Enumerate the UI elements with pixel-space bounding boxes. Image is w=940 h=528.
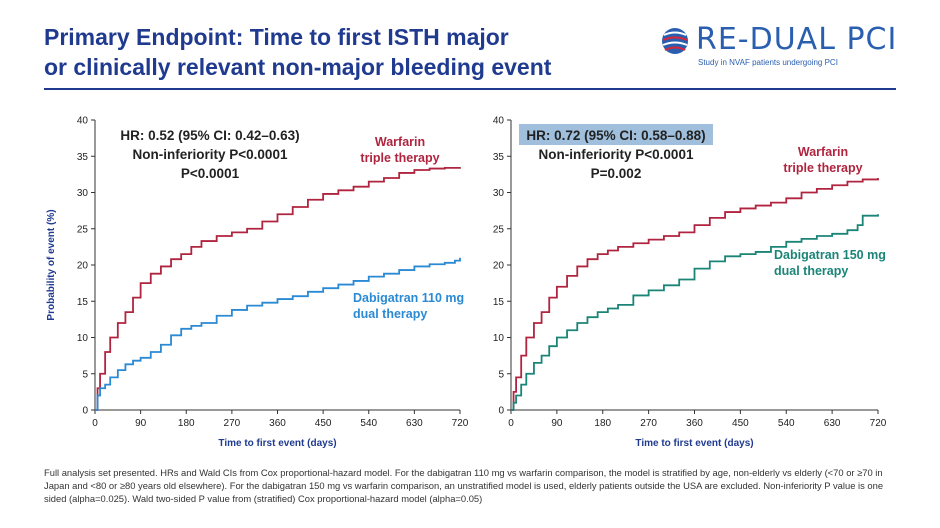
- x-axis-title: Time to first event (days): [218, 438, 336, 449]
- y-tick-label: 5: [498, 369, 504, 380]
- logo-wordmark: RE-DUAL PCI: [696, 22, 897, 57]
- re-dual-pci-logo: RE-DUAL PCI Study in NVAF patients under…: [660, 22, 900, 78]
- y-tick-label: 20: [77, 261, 89, 272]
- x-tick-label: 450: [732, 418, 749, 429]
- x-axis-title: Time to first event (days): [635, 438, 753, 449]
- logo-subtitle: Study in NVAF patients undergoing PCI: [698, 58, 838, 67]
- y-tick-label: 40: [493, 116, 505, 127]
- series-label-line: Warfarin: [798, 145, 848, 159]
- y-tick-label: 10: [77, 333, 89, 344]
- y-tick-label: 25: [77, 224, 89, 235]
- x-tick-label: 270: [640, 418, 657, 429]
- series-label-line: dual therapy: [353, 307, 427, 321]
- y-tick-label: 15: [77, 297, 89, 308]
- series-label-line: Dabigatran 150 mg: [774, 248, 886, 262]
- logo-dual-pci: DUAL PCI: [749, 22, 898, 57]
- p-value-text: P<0.0001: [181, 166, 240, 181]
- x-tick-label: 90: [551, 418, 563, 429]
- y-tick-label: 0: [498, 406, 504, 417]
- series-label-line: Warfarin: [375, 135, 425, 149]
- y-tick-label: 20: [493, 261, 505, 272]
- series-line-dabigatran: [95, 257, 461, 411]
- title-line-1: Primary Endpoint: Time to first ISTH maj…: [44, 24, 509, 50]
- y-tick-label: 5: [82, 369, 88, 380]
- y-tick-label: 0: [82, 406, 88, 417]
- p-value-text: Non-inferiority P<0.0001: [133, 147, 288, 162]
- x-tick-label: 0: [92, 418, 98, 429]
- series-line-dabigatran: [511, 214, 879, 411]
- y-tick-label: 10: [493, 333, 505, 344]
- y-tick-label: 35: [77, 152, 89, 163]
- x-tick-label: 180: [178, 418, 195, 429]
- p-value-text: Non-inferiority P<0.0001: [539, 147, 694, 162]
- y-tick-label: 30: [77, 188, 89, 199]
- p-value-text: P=0.002: [591, 166, 642, 181]
- series-label: Warfarin triple therapy: [783, 145, 862, 175]
- globe-icon: [662, 28, 688, 54]
- y-tick-label: 15: [493, 297, 505, 308]
- x-tick-label: 360: [686, 418, 703, 429]
- page-title: Primary Endpoint: Time to first ISTH maj…: [44, 22, 604, 82]
- series-label-line: Dabigatran 110 mg: [353, 291, 464, 305]
- series-line-warfarin: [95, 166, 461, 411]
- title-line-2: or clinically relevant non-major bleedin…: [44, 54, 552, 80]
- x-tick-label: 720: [870, 418, 887, 429]
- chart-right: 0 5 10 15 20 25 30 35 40 0 90 180 270 360 450 540 630 720…: [493, 116, 887, 450]
- y-tick-label: 30: [493, 188, 505, 199]
- footnote: Full analysis set presented. HRs and Wal…: [44, 467, 884, 504]
- hazard-ratio-text: HR: 0.72 (95% CI: 0.58–0.88): [526, 128, 705, 143]
- logo-re: RE-: [696, 22, 750, 57]
- series-label: Dabigatran 110 mg dual therapy: [353, 291, 464, 321]
- y-axis-title: Probability of event (%): [46, 209, 57, 320]
- series-line-warfarin: [511, 178, 879, 411]
- chart-left: 0 5 10 15 20 25 30 35 40 0 90 180 270 360 450 540 630 720…: [46, 116, 469, 450]
- header-divider: [44, 88, 896, 90]
- x-tick-label: 270: [224, 418, 241, 429]
- x-tick-label: 90: [135, 418, 147, 429]
- x-tick-label: 630: [824, 418, 841, 429]
- series-label-line: triple therapy: [360, 151, 439, 165]
- x-tick-label: 0: [508, 418, 514, 429]
- series-label: Warfarin triple therapy: [360, 135, 439, 165]
- x-tick-label: 630: [406, 418, 423, 429]
- x-tick-label: 450: [315, 418, 332, 429]
- x-tick-label: 720: [452, 418, 469, 429]
- hr-highlight-box: [519, 124, 713, 145]
- series-label: Dabigatran 150 mg dual therapy: [774, 248, 886, 278]
- x-tick-label: 180: [594, 418, 611, 429]
- y-tick-label: 35: [493, 152, 505, 163]
- x-tick-label: 360: [269, 418, 286, 429]
- x-tick-label: 540: [778, 418, 795, 429]
- x-tick-label: 540: [360, 418, 377, 429]
- series-label-line: triple therapy: [783, 161, 862, 175]
- series-label-line: dual therapy: [774, 264, 848, 278]
- hazard-ratio-text: HR: 0.52 (95% CI: 0.42–0.63): [120, 128, 299, 143]
- y-tick-label: 25: [493, 224, 505, 235]
- y-tick-label: 40: [77, 116, 89, 127]
